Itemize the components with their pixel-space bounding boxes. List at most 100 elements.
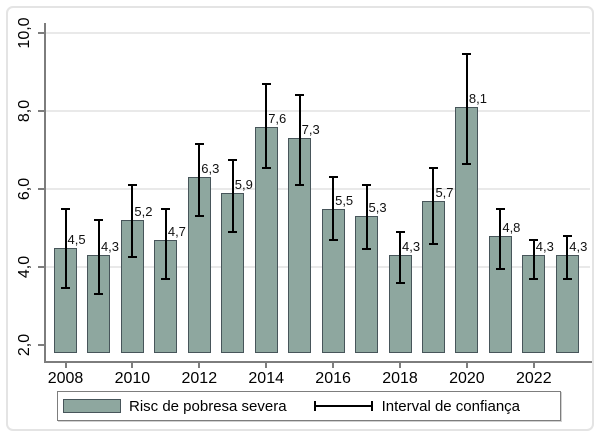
y-tick-label: 10,0 (16, 17, 33, 49)
error-bar-cap-top (61, 207, 70, 210)
value-label: 4,7 (167, 223, 186, 239)
error-bar-line (365, 185, 368, 250)
error-bar-line (532, 239, 535, 279)
error-bar-cap-bottom (428, 242, 438, 245)
value-label: 4,3 (569, 239, 588, 255)
value-label: 4,3 (535, 239, 554, 255)
error-bar-cap-top (362, 184, 372, 187)
y-tick (38, 266, 44, 268)
bar-swatch-icon (63, 399, 121, 413)
error-bar-cap-top (194, 143, 204, 146)
error-bar-cap-top (94, 219, 104, 222)
y-tick (38, 110, 44, 112)
error-bar-cap-bottom (295, 184, 305, 187)
y-tick-label: 8,0 (16, 99, 33, 123)
gridline (46, 110, 590, 112)
error-bar-cap-top (562, 234, 572, 237)
x-tick-label: 2020 (449, 370, 485, 387)
error-bar-cap-bottom (529, 277, 539, 280)
value-label: 5,7 (435, 184, 454, 200)
error-bar-cap-bottom (127, 256, 137, 259)
error-bar-cap-bottom (462, 162, 472, 165)
x-axis-line (44, 361, 592, 363)
gridline (46, 32, 590, 34)
error-bar-cap-bottom (228, 230, 238, 233)
y-tick (38, 188, 44, 190)
error-bar-cap-bottom (61, 287, 70, 290)
legend-item-ci: Interval de confiança (287, 398, 520, 415)
error-bar-line (97, 220, 100, 295)
legend-label-ci: Interval de confiança (381, 397, 521, 415)
x-tick-label: 2016 (315, 370, 351, 387)
x-tick (465, 363, 468, 368)
error-bar-cap-bottom (395, 281, 405, 284)
y-tick-label: 6,0 (16, 177, 33, 201)
x-tick-label: 2014 (248, 370, 284, 387)
legend: Risc de pobresa severa Interval de confi… (57, 391, 561, 421)
value-label: 4,5 (67, 231, 86, 247)
value-label: 5,9 (234, 176, 253, 192)
value-label: 8,1 (468, 91, 487, 107)
value-label: 7,3 (301, 122, 320, 138)
error-bar-line (566, 235, 569, 279)
x-tick (131, 363, 134, 368)
error-bar-line (399, 231, 401, 283)
x-tick-label: 2018 (382, 370, 418, 387)
x-tick (399, 363, 401, 368)
x-tick (198, 363, 201, 368)
error-bar-line (432, 167, 435, 244)
x-tick (64, 363, 67, 368)
error-bar-cap-top (428, 166, 438, 169)
x-tick-label: 2010 (114, 370, 151, 387)
error-bar-line (499, 208, 502, 269)
error-bar-cap-bottom (362, 248, 372, 251)
error-bar-cap-top (495, 207, 505, 210)
value-label: 5,5 (335, 192, 354, 208)
y-tick-label: 4,0 (16, 255, 33, 279)
error-bar-cap-top (228, 158, 238, 161)
error-bar-line (298, 95, 301, 186)
value-label: 4,3 (402, 239, 421, 255)
x-tick (265, 363, 268, 368)
error-bar-line (265, 83, 268, 168)
error-bar-cap-bottom (562, 277, 572, 280)
error-bar-cap-top (261, 82, 271, 85)
error-bar-cap-top (328, 176, 338, 179)
x-tick (332, 363, 335, 368)
error-bar-cap-bottom (495, 267, 505, 270)
value-label: 5,3 (368, 200, 387, 216)
error-bar-cap-bottom (161, 277, 171, 280)
x-tick (532, 363, 535, 368)
value-label: 4,3 (100, 239, 120, 255)
error-bar-line (131, 185, 134, 258)
error-bar-line (198, 144, 201, 217)
gridline (46, 188, 590, 190)
error-bar-icon (313, 401, 373, 411)
error-bar-cap-top (161, 207, 171, 210)
value-label: 5,2 (134, 204, 153, 220)
error-bar-line (64, 208, 67, 289)
error-bar-cap-bottom (194, 215, 204, 218)
legend-item-bars: Risc de pobresa severa (58, 398, 287, 415)
error-bar-cap-top (395, 230, 405, 233)
value-label: 7,6 (268, 110, 287, 126)
error-bar-cap-top (295, 94, 305, 97)
error-bar-line (231, 159, 234, 232)
y-axis-line (44, 23, 46, 363)
value-label: 6,3 (201, 161, 220, 177)
error-bar-line (164, 208, 167, 279)
error-bar-cap-top (127, 184, 137, 187)
error-bar-line (332, 177, 335, 240)
x-tick-label: 2012 (181, 370, 218, 387)
y-tick-label: 2,0 (16, 333, 33, 357)
legend-label-bars: Risc de pobresa severa (129, 397, 287, 415)
error-bar-cap-top (529, 238, 539, 241)
y-tick (38, 32, 44, 34)
error-bar-cap-bottom (94, 293, 104, 296)
y-tick (38, 344, 44, 346)
x-tick-label: 2022 (516, 370, 552, 387)
value-label: 4,8 (502, 219, 521, 235)
error-bar-line (465, 54, 468, 164)
error-bar-cap-bottom (328, 238, 338, 241)
